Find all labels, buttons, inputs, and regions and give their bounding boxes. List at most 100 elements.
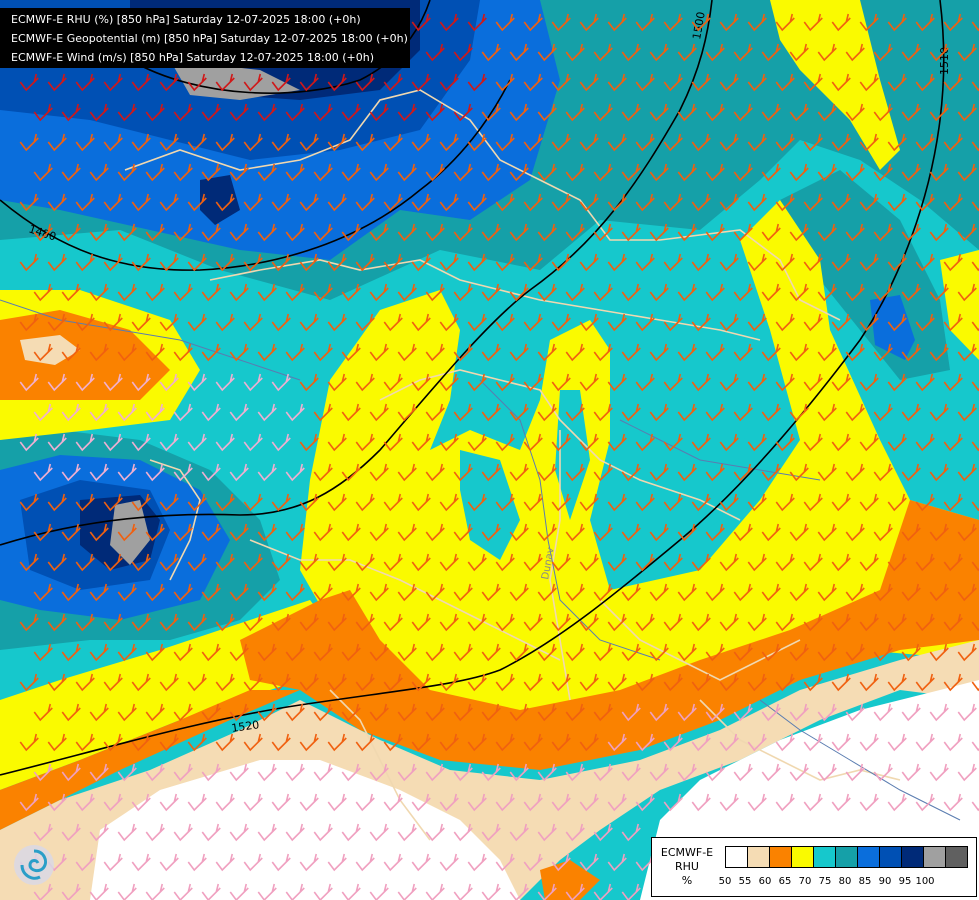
wind-barb xyxy=(145,403,165,422)
wind-barb xyxy=(187,313,207,332)
wind-barb xyxy=(495,13,515,32)
wind-barb xyxy=(173,703,193,722)
wind-barb xyxy=(579,373,599,392)
wind-barb xyxy=(229,823,249,842)
wind-barb xyxy=(397,643,417,662)
wind-barb xyxy=(733,283,753,302)
wind-barb xyxy=(285,703,305,722)
rhu-60-area-west xyxy=(0,310,170,400)
wind-barb xyxy=(663,13,683,32)
wind-barb xyxy=(425,463,445,482)
wind-barb xyxy=(859,373,879,392)
wind-barb xyxy=(159,133,179,152)
wind-barb xyxy=(495,433,515,452)
wind-barb xyxy=(761,463,781,482)
wind-barb xyxy=(117,883,137,900)
wind-barb xyxy=(411,613,431,632)
wind-barb xyxy=(355,133,375,152)
wind-barb xyxy=(243,193,263,212)
wind-barb xyxy=(775,313,795,332)
wind-barb xyxy=(411,373,431,392)
wind-barb xyxy=(873,283,893,302)
wind-barb xyxy=(761,43,781,62)
wind-barb xyxy=(61,223,81,242)
wind-barb xyxy=(271,193,291,212)
wind-barb xyxy=(299,373,319,392)
wind-barb xyxy=(271,853,291,872)
wind-barb xyxy=(467,253,487,272)
wind-barb xyxy=(495,313,515,332)
wind-barb xyxy=(523,493,543,512)
wind-barb xyxy=(439,13,459,32)
wind-barb xyxy=(761,643,781,662)
wind-barb xyxy=(495,553,515,572)
wind-barb xyxy=(47,313,67,332)
wind-barb xyxy=(747,13,767,32)
wind-barb xyxy=(705,583,725,602)
wind-barb xyxy=(663,793,683,812)
wind-barb xyxy=(663,73,683,92)
wind-barb xyxy=(901,523,921,542)
contour-label-1500: 1500 xyxy=(690,11,708,41)
wind-barb xyxy=(789,163,809,182)
wind-barb xyxy=(509,103,529,122)
wind-barb xyxy=(845,403,865,422)
wind-barb xyxy=(719,553,739,572)
wind-barb xyxy=(285,643,305,662)
wind-barb xyxy=(439,373,459,392)
wind-barb xyxy=(313,163,333,182)
wind-barb xyxy=(47,613,67,632)
wind-barb xyxy=(117,223,137,242)
wind-barb xyxy=(803,493,823,512)
wind-barb xyxy=(327,613,347,632)
wind-barb xyxy=(327,493,347,512)
wind-barb xyxy=(677,523,697,542)
wind-barb xyxy=(47,553,67,572)
wind-barb xyxy=(649,523,669,542)
wind-barb xyxy=(159,73,179,92)
wind-barb xyxy=(285,283,305,302)
wind-barb xyxy=(453,763,473,782)
wind-barb xyxy=(523,433,543,452)
wind-barb xyxy=(803,793,823,812)
wind-barb xyxy=(551,733,571,752)
wind-barb xyxy=(173,343,193,362)
wind-barb xyxy=(187,853,207,872)
wind-barb xyxy=(719,433,739,452)
wind-barb xyxy=(719,373,739,392)
wind-barb xyxy=(313,883,333,900)
wind-barb xyxy=(369,763,389,782)
wind-barb xyxy=(607,313,627,332)
wind-barb xyxy=(789,103,809,122)
wind-barb xyxy=(537,463,557,482)
wind-barb xyxy=(229,403,249,422)
wind-barb xyxy=(439,553,459,572)
wind-barb xyxy=(355,373,375,392)
wind-barb xyxy=(173,163,193,182)
legend-tick: 85 xyxy=(858,876,872,887)
wind-barb xyxy=(453,403,473,422)
wind-barb xyxy=(537,43,557,62)
wind-barb xyxy=(243,613,263,632)
country-borders xyxy=(124,89,901,841)
wind-barb xyxy=(131,613,151,632)
wind-barb xyxy=(341,463,361,482)
wind-barb xyxy=(453,823,473,842)
wind-barb xyxy=(789,283,809,302)
wind-barb xyxy=(285,583,305,602)
wind-barb xyxy=(355,553,375,572)
wind-barb xyxy=(271,253,291,272)
wind-barb xyxy=(859,493,879,512)
wind-barb xyxy=(397,403,417,422)
wind-barb xyxy=(733,583,753,602)
wind-barb xyxy=(481,163,501,182)
wind-barb xyxy=(915,253,935,272)
wind-barb xyxy=(145,343,165,362)
wind-barb xyxy=(817,223,837,242)
wind-barb xyxy=(607,733,627,752)
wind-barb xyxy=(621,703,641,722)
wind-barb xyxy=(845,703,865,722)
wind-barb xyxy=(803,373,823,392)
wind-barb xyxy=(817,403,837,422)
wind-barb xyxy=(901,703,921,722)
